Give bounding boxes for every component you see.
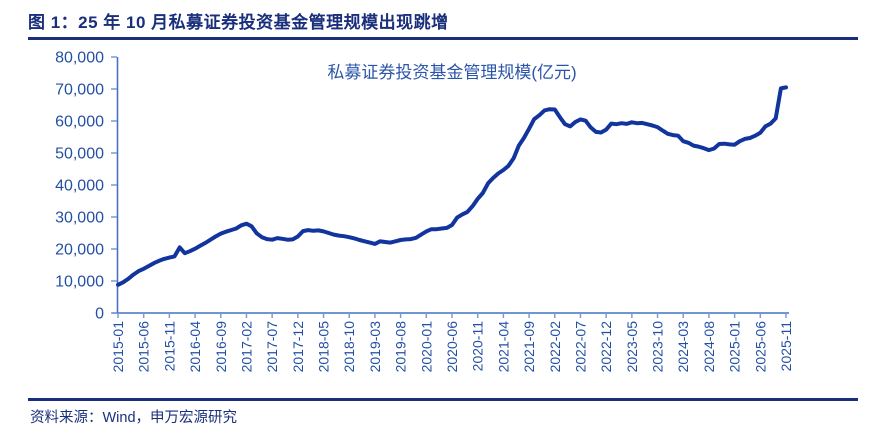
x-tick-label: 2021-09 [521,321,537,373]
y-tick-label: 30,000 [55,210,104,227]
chart-series-title: 私募证券投资基金管理规模(亿元) [327,63,577,82]
x-tick-label: 2024-03 [675,321,691,373]
figure-title: 图 1：25 年 10 月私募证券投资基金管理规模出现跳增 [28,13,449,32]
x-tick-label: 2015-11 [161,321,177,372]
y-tick-label: 70,000 [55,82,104,99]
y-tick-label: 20,000 [55,242,104,259]
x-tick-label: 2018-05 [316,321,332,373]
x-tick-label: 2019-03 [367,321,383,373]
title-underline-rule [28,37,858,40]
x-tick-label: 2016-04 [187,321,203,373]
source-note: 资料来源：Wind，申万宏源研究 [30,410,238,426]
x-tick-label: 2023-10 [650,321,666,373]
x-tick-label: 2017-12 [290,321,306,373]
x-tick-label: 2017-07 [264,321,280,373]
x-tick-label: 2016-09 [213,321,229,373]
x-tick-label: 2018-10 [341,321,357,373]
aum-line-series [116,85,788,287]
x-tick-label: 2022-12 [598,321,614,373]
y-tick-label: 0 [95,306,104,323]
y-tick-label: 50,000 [55,146,104,163]
x-tick-label: 2023-05 [624,321,640,373]
x-tick-label: 2020-11 [470,321,486,372]
y-tick-label: 80,000 [55,50,104,67]
y-tick-label: 10,000 [55,274,104,291]
x-tick-label: 2025-06 [752,321,768,373]
x-tick-label: 2022-02 [547,321,563,373]
x-tick-label: 2024-08 [701,321,717,373]
y-tick-label: 40,000 [55,178,104,195]
x-tick-label: 2020-06 [444,321,460,373]
x-tick-label: 2015-06 [136,321,152,373]
x-tick-label: 2019-08 [393,321,409,373]
x-tick-label: 2025-01 [727,321,743,373]
x-tick-label: 2015-01 [110,321,126,373]
x-tick-label: 2017-02 [238,321,254,373]
footer-rule [28,398,858,401]
x-tick-label: 2021-04 [495,321,511,373]
x-tick-label: 2022-07 [572,321,588,373]
x-tick-label: 2025-11 [778,321,794,372]
y-tick-label: 60,000 [55,114,104,131]
x-tick-label: 2020-01 [418,321,434,373]
